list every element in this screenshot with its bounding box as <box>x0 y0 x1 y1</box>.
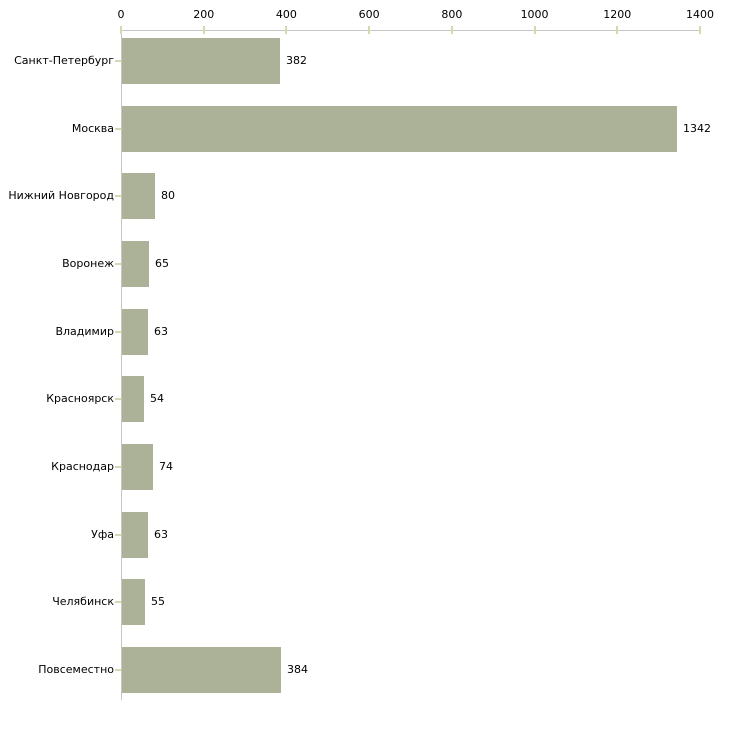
bar <box>122 444 153 491</box>
x-axis-tick-label: 400 <box>275 8 297 21</box>
x-axis-tick-label: 0 <box>117 8 125 21</box>
category-label: Санкт-Петербург <box>14 54 114 67</box>
category-tick <box>115 533 121 536</box>
category-label: Владимир <box>55 324 114 338</box>
x-axis-line <box>121 30 700 31</box>
bar <box>122 579 145 626</box>
value-label: 80 <box>161 189 175 203</box>
value-label: 65 <box>155 257 169 270</box>
x-axis-tick-label: 1000 <box>520 8 549 21</box>
category-tick <box>115 263 121 265</box>
y-axis-line <box>121 30 122 700</box>
bar <box>122 173 155 220</box>
bar <box>122 38 280 84</box>
value-label: 74 <box>159 460 173 474</box>
category-tick <box>115 466 121 469</box>
category-label: Воронеж <box>62 257 114 270</box>
x-axis-tick-label: 600 <box>358 8 380 21</box>
x-axis-tick <box>450 26 453 34</box>
value-label: 63 <box>154 324 168 338</box>
value-label: 54 <box>150 392 164 406</box>
category-label: Нижний Новгород <box>8 189 114 203</box>
value-label: 382 <box>286 54 307 67</box>
category-tick <box>115 195 121 198</box>
category-tick <box>115 601 121 604</box>
bar <box>122 647 281 694</box>
category-tick <box>115 127 121 130</box>
bar <box>122 376 144 423</box>
x-axis-tick <box>368 26 371 34</box>
bar <box>122 511 148 558</box>
x-axis-tick <box>533 26 536 34</box>
category-tick <box>115 669 121 672</box>
value-label: 384 <box>287 663 308 677</box>
category-tick <box>115 398 121 401</box>
category-tick <box>115 60 121 62</box>
bar <box>122 241 149 287</box>
value-label: 1342 <box>683 121 711 135</box>
x-axis-tick-label: 800 <box>441 8 463 21</box>
bar <box>122 308 148 355</box>
x-axis-tick-label: 1200 <box>603 8 632 21</box>
value-label: 55 <box>151 595 165 609</box>
x-axis-tick <box>120 26 122 34</box>
category-label: Челябинск <box>52 595 114 609</box>
category-label: Повсеместно <box>38 663 114 677</box>
x-axis-tick <box>202 26 205 34</box>
x-axis-tick-label: 200 <box>193 8 215 21</box>
value-label: 63 <box>154 527 168 541</box>
bar <box>122 105 677 152</box>
category-label: Уфа <box>91 527 114 541</box>
x-axis-tick-label: 1400 <box>686 8 714 21</box>
x-axis-tick <box>616 26 619 34</box>
x-axis-tick <box>285 26 288 34</box>
category-label: Краснодар <box>51 460 114 474</box>
x-axis-tick <box>699 26 701 34</box>
category-label: Москва <box>71 121 114 135</box>
category-label: Красноярск <box>46 392 114 406</box>
category-tick <box>115 330 121 333</box>
